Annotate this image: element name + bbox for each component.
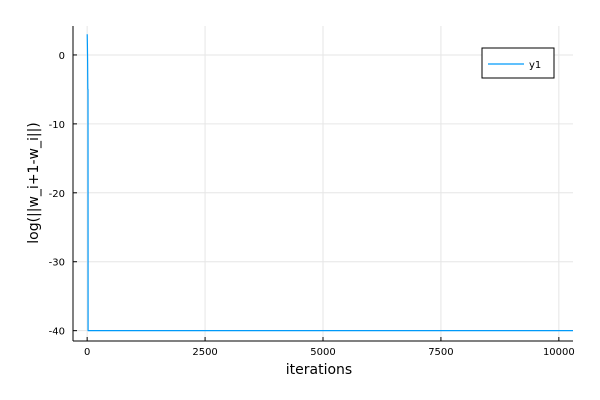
y-ticks: 0 -10 -20 -30 -40	[49, 51, 77, 338]
x-tick-label: 10000	[543, 347, 575, 358]
x-ticks: 0 2500 5000 7500 10000	[84, 337, 575, 358]
y-tick-label: 0	[59, 51, 65, 62]
series-lines	[86, 34, 573, 332]
y-tick-label: -20	[49, 189, 65, 200]
legend-box	[481, 47, 555, 79]
y-tick-label: -30	[49, 258, 65, 269]
legend-label-y1: y1	[529, 60, 541, 71]
y-tick-label: -10	[49, 120, 65, 131]
x-tick-label: 0	[84, 347, 90, 358]
x-tick-label: 5000	[310, 347, 335, 358]
x-tick-label: 2500	[192, 347, 217, 358]
x-axis-title: iterations	[286, 362, 352, 378]
y-tick-label: -40	[49, 327, 65, 338]
y-axis-title: log(||w_i+1-w_i||)	[26, 122, 42, 244]
legend: y1	[481, 47, 555, 79]
x-tick-label: 7500	[428, 347, 453, 358]
series-line-y1	[86, 34, 573, 332]
